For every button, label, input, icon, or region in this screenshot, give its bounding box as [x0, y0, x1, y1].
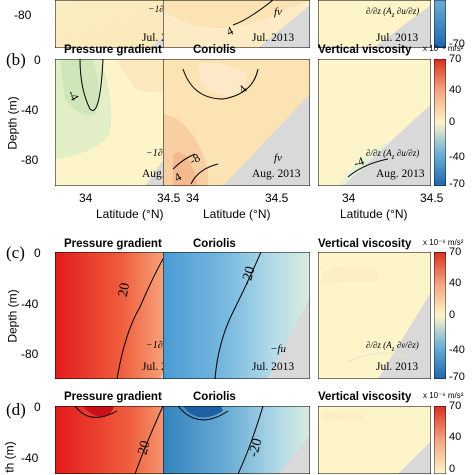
- depth-tick-d1: -40: [21, 451, 39, 465]
- panel-d-vertical: [318, 406, 431, 474]
- title-coriolis-d: Coriolis: [193, 391, 236, 403]
- date-label-c2: Jul. 2013: [252, 361, 295, 373]
- fv-label-a: fv: [274, 6, 282, 18]
- panel-label-b: (b): [6, 50, 26, 69]
- lat-tick-b1a: 34: [79, 191, 93, 205]
- lat-tick-b2b: 34.5: [265, 191, 289, 205]
- cb-tick-d1: 40: [449, 431, 462, 443]
- lat-label-b1: Latitude (°N): [96, 207, 164, 221]
- depth-tick-b0: 0: [34, 53, 41, 67]
- cb-tick-b1: 40: [449, 84, 462, 96]
- depth-tick-c2: -80: [21, 347, 39, 361]
- cb-tick-b0: 70: [449, 53, 462, 65]
- lat-tick-b1b: 34.5: [157, 191, 181, 205]
- vv-term-b: ∂/∂z (Az ∂u/∂z): [366, 148, 420, 161]
- title-vertical-b: Vertical viscosity: [318, 44, 412, 56]
- depth-label-c: Depth (m): [5, 289, 20, 343]
- cb-unit-d: x 10⁻⁶ m/s²: [423, 391, 464, 400]
- depth-tick-b2: -80: [21, 153, 39, 167]
- date-label-a2: Jul. 2013: [252, 32, 295, 44]
- panel-c-vertical: [318, 252, 431, 379]
- fv-label-b: fv: [274, 152, 282, 164]
- panel-a-coriolis: [163, 0, 310, 48]
- colorbar-b: [434, 59, 446, 186]
- vv-term-c: ∂/∂z (Az ∂v/∂z): [366, 340, 419, 353]
- panel-b-vertical: [318, 59, 431, 186]
- date-label-c3: Jul. 2013: [376, 361, 419, 373]
- cb-tick-c2: 0: [449, 309, 456, 321]
- lat-tick-b3a: 34: [342, 191, 356, 205]
- cb-tick-c3: -40: [449, 344, 465, 356]
- contour-label-c-pg: 20: [115, 281, 134, 299]
- title-pressure-d: Pressure gradient: [64, 391, 162, 403]
- title-pressure-b: Pressure gradient: [64, 44, 162, 56]
- panel-label-d: (d): [6, 400, 26, 419]
- depth-label-d: th (m): [2, 441, 17, 473]
- panel-b-coriolis: [163, 59, 310, 186]
- cb-tick-d0: 70: [449, 400, 462, 412]
- depth-tick-a: -80: [14, 8, 32, 22]
- cb-tick-b2: 0: [449, 116, 456, 128]
- colorbar-d: [434, 406, 446, 474]
- date-label-a3: Jul. 2013: [376, 32, 419, 44]
- title-coriolis-b: Coriolis: [193, 44, 236, 56]
- cb-unit-b: x 10⁻⁶ m/s²: [423, 44, 464, 53]
- cb-tick-c1: 40: [449, 277, 462, 289]
- title-vertical-c: Vertical viscosity: [318, 238, 412, 250]
- panel-d-coriolis: [163, 406, 310, 474]
- lat-tick-b2a: 34: [186, 191, 200, 205]
- cb-tick-a: -70: [449, 38, 465, 50]
- cb-tick-b4: -70: [449, 178, 465, 190]
- vv-term-a: ∂/∂z (Az ∂u/∂z): [366, 6, 420, 19]
- title-coriolis-c: Coriolis: [193, 238, 236, 250]
- depth-label-b: Depth (m): [5, 96, 20, 150]
- cb-unit-c: x 10⁻⁶ m/s²: [423, 238, 464, 247]
- title-vertical-d: Vertical viscosity: [318, 391, 412, 403]
- lat-label-b2: Latitude (°N): [203, 207, 271, 221]
- depth-tick-c0: 0: [34, 246, 41, 260]
- cb-tick-c0: 70: [449, 246, 462, 258]
- title-pressure-c: Pressure gradient: [64, 238, 162, 250]
- lat-label-b3: Latitude (°N): [340, 207, 408, 221]
- cb-tick-b3: -40: [449, 151, 465, 163]
- cb-tick-d2: 0: [449, 463, 456, 475]
- colorbar-a: [434, 0, 446, 48]
- cb-tick-c4: -70: [449, 371, 465, 383]
- date-label-b3: Aug. 2013: [376, 168, 425, 180]
- panel-c-coriolis: [163, 252, 310, 379]
- colorbar-c: [434, 252, 446, 379]
- lat-tick-b3b: 34.5: [420, 191, 444, 205]
- date-label-b2: Aug. 2013: [252, 168, 301, 180]
- panel-label-c: (c): [6, 243, 25, 262]
- depth-tick-d0: 0: [34, 400, 41, 414]
- fu-label-c: −fu: [270, 343, 286, 355]
- panel-a-vertical: [318, 0, 431, 48]
- depth-tick-c1: -40: [21, 297, 39, 311]
- depth-tick-b1: -40: [21, 103, 39, 117]
